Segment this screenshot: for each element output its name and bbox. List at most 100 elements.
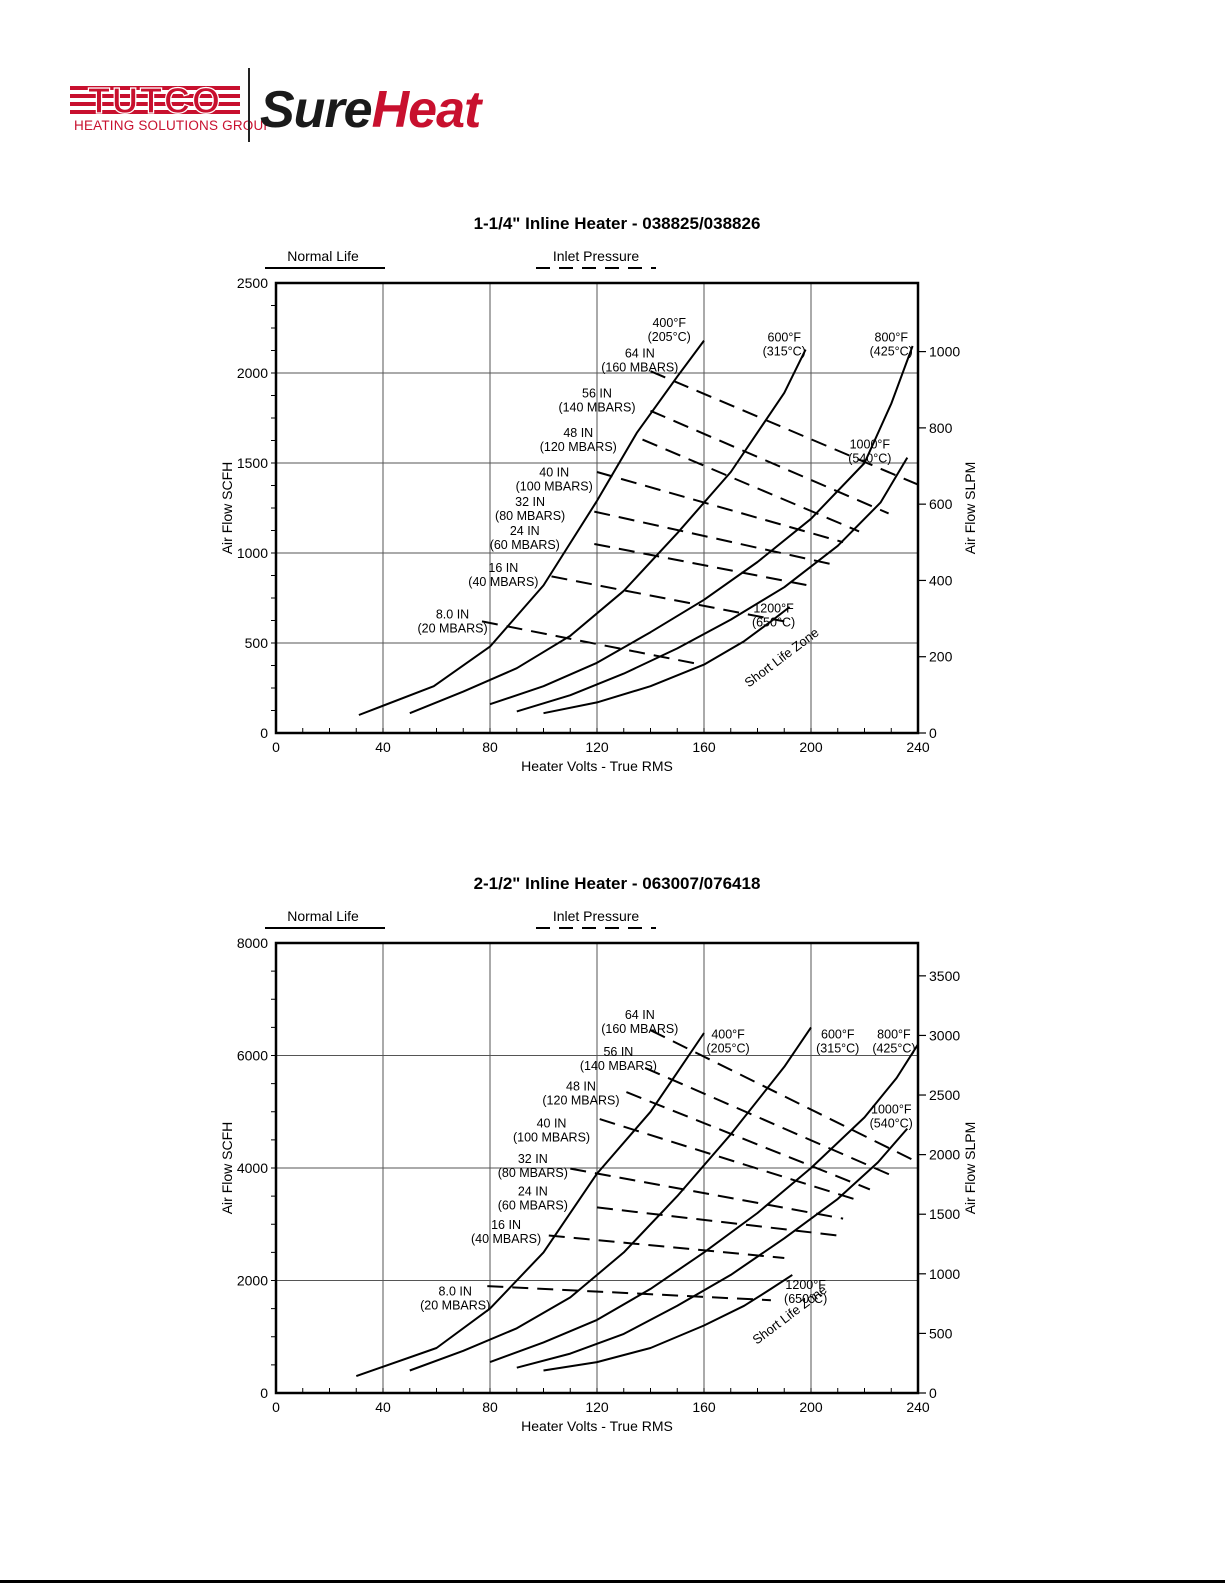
temperature-curve-label-row: (205°C) (706, 1042, 749, 1056)
y-right-tick-label: 0 (929, 725, 937, 741)
pressure-line-label-row: (40 MBARS) (471, 1232, 541, 1246)
pressure-line-label-row: (40 MBARS) (468, 575, 538, 589)
pressure-line-label-row: (20 MBARS) (420, 1299, 490, 1313)
sureheat-logo-heat: Heat (371, 81, 482, 139)
temperature-curve (355, 1032, 705, 1378)
chart-inline-heater-2-1-2: 2-1/2" Inline Heater - 063007/076418 Norm… (0, 865, 1225, 1435)
y-right-tick-label: 400 (929, 572, 953, 588)
legend-inlet-pressure-label: Inlet Pressure (553, 908, 640, 924)
temperature-curve-label-row: 1000°F (871, 1102, 912, 1116)
temperature-curve-label-row: (540°C) (870, 1116, 913, 1130)
pressure-line (487, 1285, 771, 1302)
pressure-line-label-row: 24 IN (518, 1185, 548, 1199)
temperature-curve-label-row: (205°C) (648, 330, 691, 344)
pressure-line-label-row: (120 MBARS) (540, 440, 617, 454)
temperature-curve (489, 1043, 919, 1364)
pressure-line (481, 620, 702, 666)
pressure-line-label: 56 IN (140 MBARS) (580, 1045, 657, 1073)
pressure-line-label: 16 IN (40 MBARS) (468, 561, 538, 589)
x-tick-label: 0 (272, 739, 280, 755)
pressure-line-label: 48 IN (120 MBARS) (542, 1079, 619, 1107)
temperature-curve-label-row: (425°C) (870, 345, 913, 359)
temperature-curve (543, 606, 791, 715)
pressure-line (650, 409, 889, 515)
pressure-line-label-row: (140 MBARS) (580, 1059, 657, 1073)
pressure-line-label-row: (160 MBARS) (601, 361, 678, 375)
pressure-line-label-row: (140 MBARS) (558, 400, 635, 414)
pressure-line-label: 24 IN (60 MBARS) (490, 524, 560, 552)
x-tick-label: 200 (799, 739, 823, 755)
temperature-curve-label: 800°F (425°C) (872, 1028, 915, 1056)
pressure-line (551, 575, 785, 623)
pressure-line (599, 1118, 860, 1202)
pressure-line-label-row: 32 IN (518, 1152, 548, 1166)
y-tick-label: 4000 (237, 1160, 268, 1176)
pressure-line-label-row: 40 IN (539, 466, 569, 480)
pressure-line (626, 1091, 871, 1191)
temperature-curve-label: 1000°F (540°C) (848, 438, 891, 466)
temperature-curve-label: 600°F (315°C) (816, 1028, 859, 1056)
temperature-curve-label-row: 600°F (768, 331, 802, 345)
y-right-tick-label: 1000 (929, 344, 960, 360)
temperature-curve-label: 400°F (205°C) (648, 316, 691, 344)
pressure-line (570, 1167, 844, 1220)
pressure-line-label: 16 IN (40 MBARS) (471, 1218, 541, 1246)
pressure-line-label: 32 IN (80 MBARS) (495, 495, 565, 523)
chart-title: 1-1/4" Inline Heater - 038825/038826 (474, 214, 761, 233)
temperature-curve-label-row: (425°C) (872, 1042, 915, 1056)
y-tick-label: 500 (245, 635, 269, 651)
page-bottom-rule (0, 1580, 1225, 1583)
pressure-line (642, 438, 860, 533)
pressure-line-label-row: 64 IN (625, 347, 655, 361)
temperature-curve-label-row: 1200°F (753, 601, 794, 615)
y-axis-right-label: Air Flow SLPM (962, 462, 978, 555)
pressure-line-label-row: (120 MBARS) (542, 1093, 619, 1107)
pressure-line-label-row: 16 IN (491, 1218, 521, 1232)
x-tick-label: 160 (692, 739, 716, 755)
temperature-curve (516, 1127, 909, 1369)
pressure-line (596, 471, 844, 544)
chart-2-plot: 2-1/2" Inline Heater - 063007/076418 Norm… (219, 874, 978, 1434)
chart-inline-heater-1-1-4: 1-1/4" Inline Heater - 038825/038826 Norm… (0, 205, 1225, 775)
logo-subtitle: HEATING SOLUTIONS GROUP (74, 118, 273, 133)
tutco-logo-text: TUTCO (88, 80, 222, 120)
x-tick-label: 240 (906, 1399, 930, 1415)
pressure-line-label-row: (60 MBARS) (498, 1199, 568, 1213)
x-tick-label: 0 (272, 1399, 280, 1415)
x-tick-label: 40 (375, 739, 391, 755)
temperature-curve-label: 1200°F (650°C) (752, 601, 795, 629)
pressure-line-label-row: 48 IN (566, 1079, 596, 1093)
y-tick-label: 0 (260, 1385, 268, 1401)
pressure-line (596, 1206, 838, 1237)
temperature-curve-label-row: (540°C) (848, 452, 891, 466)
temperature-curve-label-row: (315°C) (816, 1042, 859, 1056)
temperature-curve-label-row: 400°F (652, 316, 686, 330)
y-right-tick-label: 1500 (929, 1206, 960, 1222)
temperature-curve-label-row: (650°C) (784, 1292, 827, 1306)
sureheat-logo-sure: Sure (260, 81, 373, 139)
temperature-curve-label-row: 400°F (711, 1028, 745, 1042)
y-axis-label: Air Flow SCFH (219, 1122, 235, 1215)
pressure-line-label-row: 48 IN (563, 426, 593, 440)
pressure-line (548, 1234, 785, 1259)
pressure-line-label-row: (20 MBARS) (417, 622, 487, 636)
pressure-line (594, 543, 809, 587)
pressure-line-label: 40 IN (100 MBARS) (513, 1117, 590, 1145)
pressure-line (594, 510, 839, 567)
legend-normal-life-label: Normal Life (287, 908, 359, 924)
pressure-line-label: 56 IN (140 MBARS) (558, 386, 635, 414)
temperature-curve (358, 340, 705, 716)
x-tick-label: 160 (692, 1399, 716, 1415)
x-axis-label: Heater Volts - True RMS (521, 758, 673, 774)
temperature-curve-label-row: 1000°F (850, 438, 891, 452)
y-right-tick-label: 3500 (929, 968, 960, 984)
sureheat-logo: SureHeat (260, 80, 482, 140)
temperature-curve-label-row: 1200°F (785, 1278, 826, 1292)
x-axis-label: Heater Volts - True RMS (521, 1418, 673, 1434)
temperature-curve (543, 1274, 793, 1372)
y-right-tick-label: 2000 (929, 1147, 960, 1163)
y-right-tick-label: 2500 (929, 1087, 960, 1103)
y-right-tick-label: 3000 (929, 1027, 960, 1043)
pressure-line-label-row: 8.0 IN (439, 1285, 472, 1299)
temperature-curve-label: 400°F (205°C) (706, 1028, 749, 1056)
